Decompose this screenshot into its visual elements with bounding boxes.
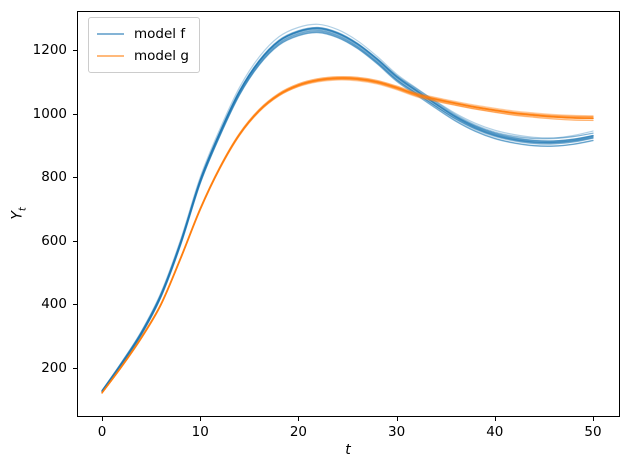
x-tick-label: 30 [388,424,406,440]
y-axis-label-sub: t [17,207,29,212]
legend-entry-model-g: model g [97,45,189,67]
y-axis-label-main: Y [9,211,26,220]
y-tick-label: 800 [41,169,67,186]
y-tick-mark [73,50,77,52]
legend-line-model-g-icon [97,55,124,57]
y-tick-mark [73,113,77,115]
legend-label-model-f: model f [134,26,186,42]
y-tick-label: 400 [41,296,67,313]
x-tick-label: 10 [191,424,209,440]
x-axis-label: t [328,442,368,458]
y-tick-mark [73,240,77,242]
legend-label-model-g: model g [134,48,189,64]
x-axis-label-text: t [345,442,351,458]
y-tick-mark [73,304,77,306]
x-tick-mark [494,417,496,421]
x-tick-label: 40 [486,424,504,440]
legend-line-model-f-icon [97,33,124,35]
y-tick-label: 600 [41,232,67,249]
x-tick-mark [592,417,594,421]
legend-entry-model-f: model f [97,23,189,45]
y-tick-label: 200 [41,360,67,377]
x-tick-label: 50 [584,424,602,440]
y-tick-label: 1200 [32,42,67,59]
legend: model f model g [88,17,200,73]
x-tick-label: 0 [97,424,107,440]
x-tick-label: 20 [289,424,308,440]
x-tick-mark [102,417,104,421]
x-tick-mark [396,417,398,421]
x-tick-mark [200,417,202,421]
y-tick-label: 1000 [32,105,67,122]
y-tick-mark [73,368,77,370]
y-tick-mark [73,177,77,179]
x-tick-mark [298,417,300,421]
y-axis-label: Yt [10,183,29,243]
plot-canvas [77,11,620,417]
